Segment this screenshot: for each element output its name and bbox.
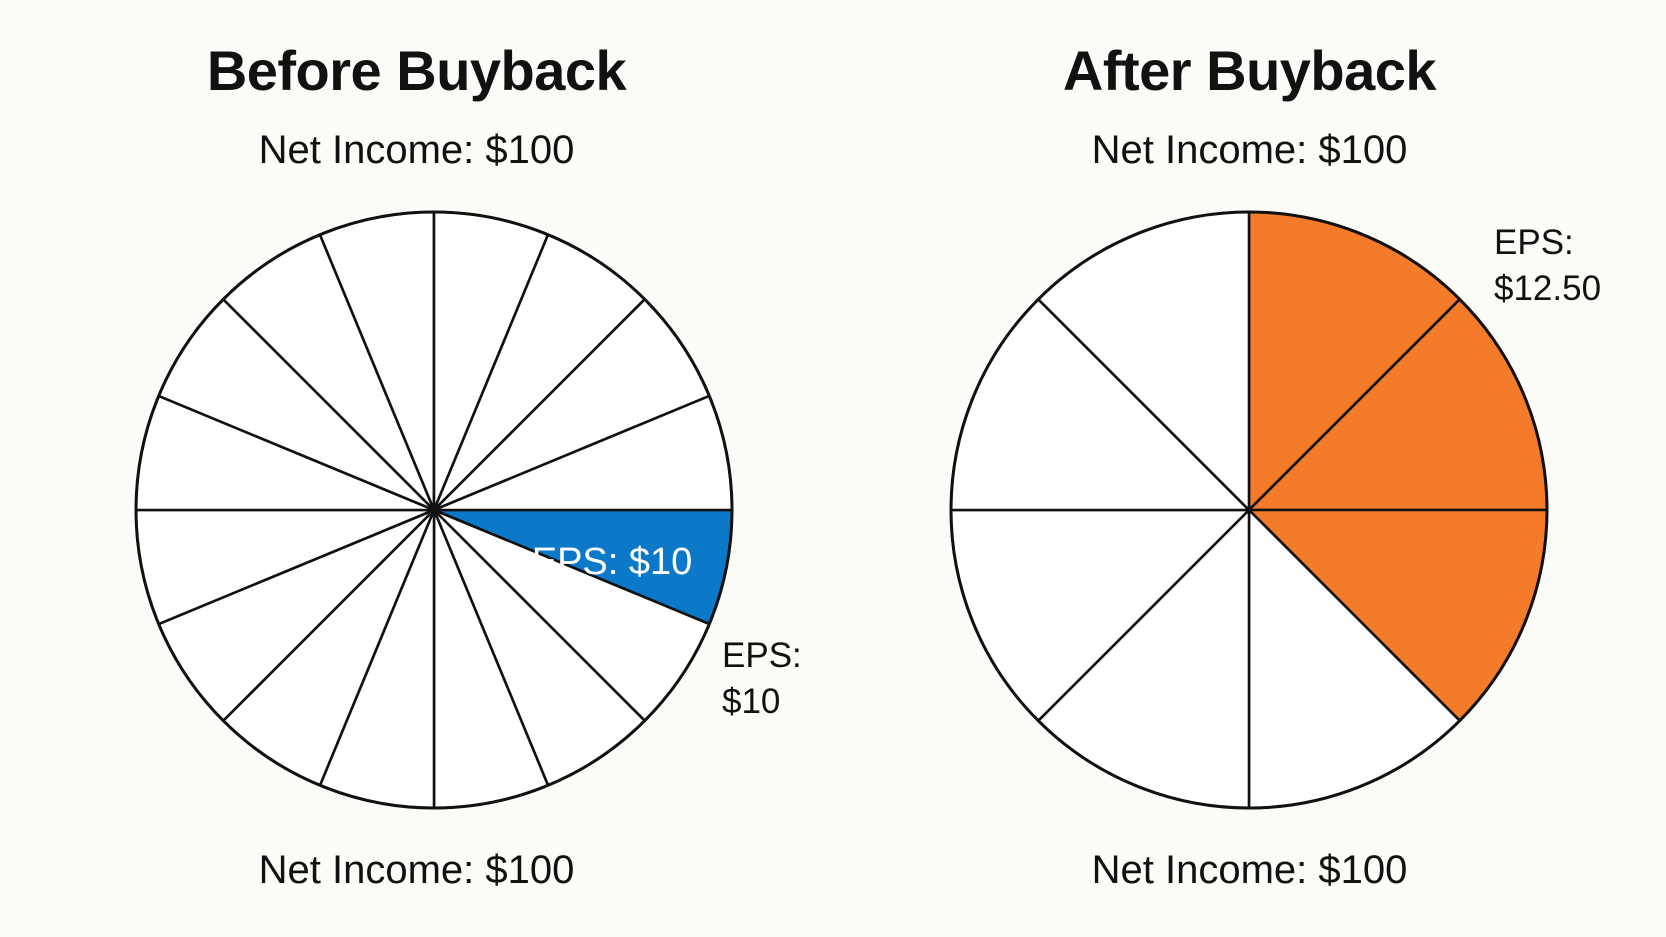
before-net-income-top: Net Income: $100 [258,128,575,172]
before-eps-callout-line2: $10 [722,682,781,721]
before-pie-outline [134,210,734,810]
after-pie-outline [949,210,1549,810]
after-eps-callout-line2: $12.50 [1494,269,1602,308]
after-net-income-bottom: Net Income: $100 [1091,848,1408,892]
after-title: After Buyback [1062,39,1437,102]
after-pie-chart [949,210,1549,810]
after-eps-callout-line1: EPS: [1494,223,1574,262]
before-net-income-bottom: Net Income: $100 [258,848,575,892]
after-buyback-panel: After Buyback Net Income: $100 EPS: $12.… [833,0,1666,937]
before-title: Before Buyback [206,39,627,102]
before-eps-inner-label: EPS: $10 [532,541,693,583]
after-net-income-top: Net Income: $100 [1091,128,1408,172]
before-pie-chart: EPS: $10 [134,210,734,810]
before-eps-callout: EPS: $10 [722,633,802,725]
before-eps-callout-line1: EPS: [722,636,802,675]
after-eps-callout: EPS: $12.50 [1494,220,1601,312]
before-buyback-panel: Before Buyback Net Income: $100 EPS: $10… [134,39,802,892]
